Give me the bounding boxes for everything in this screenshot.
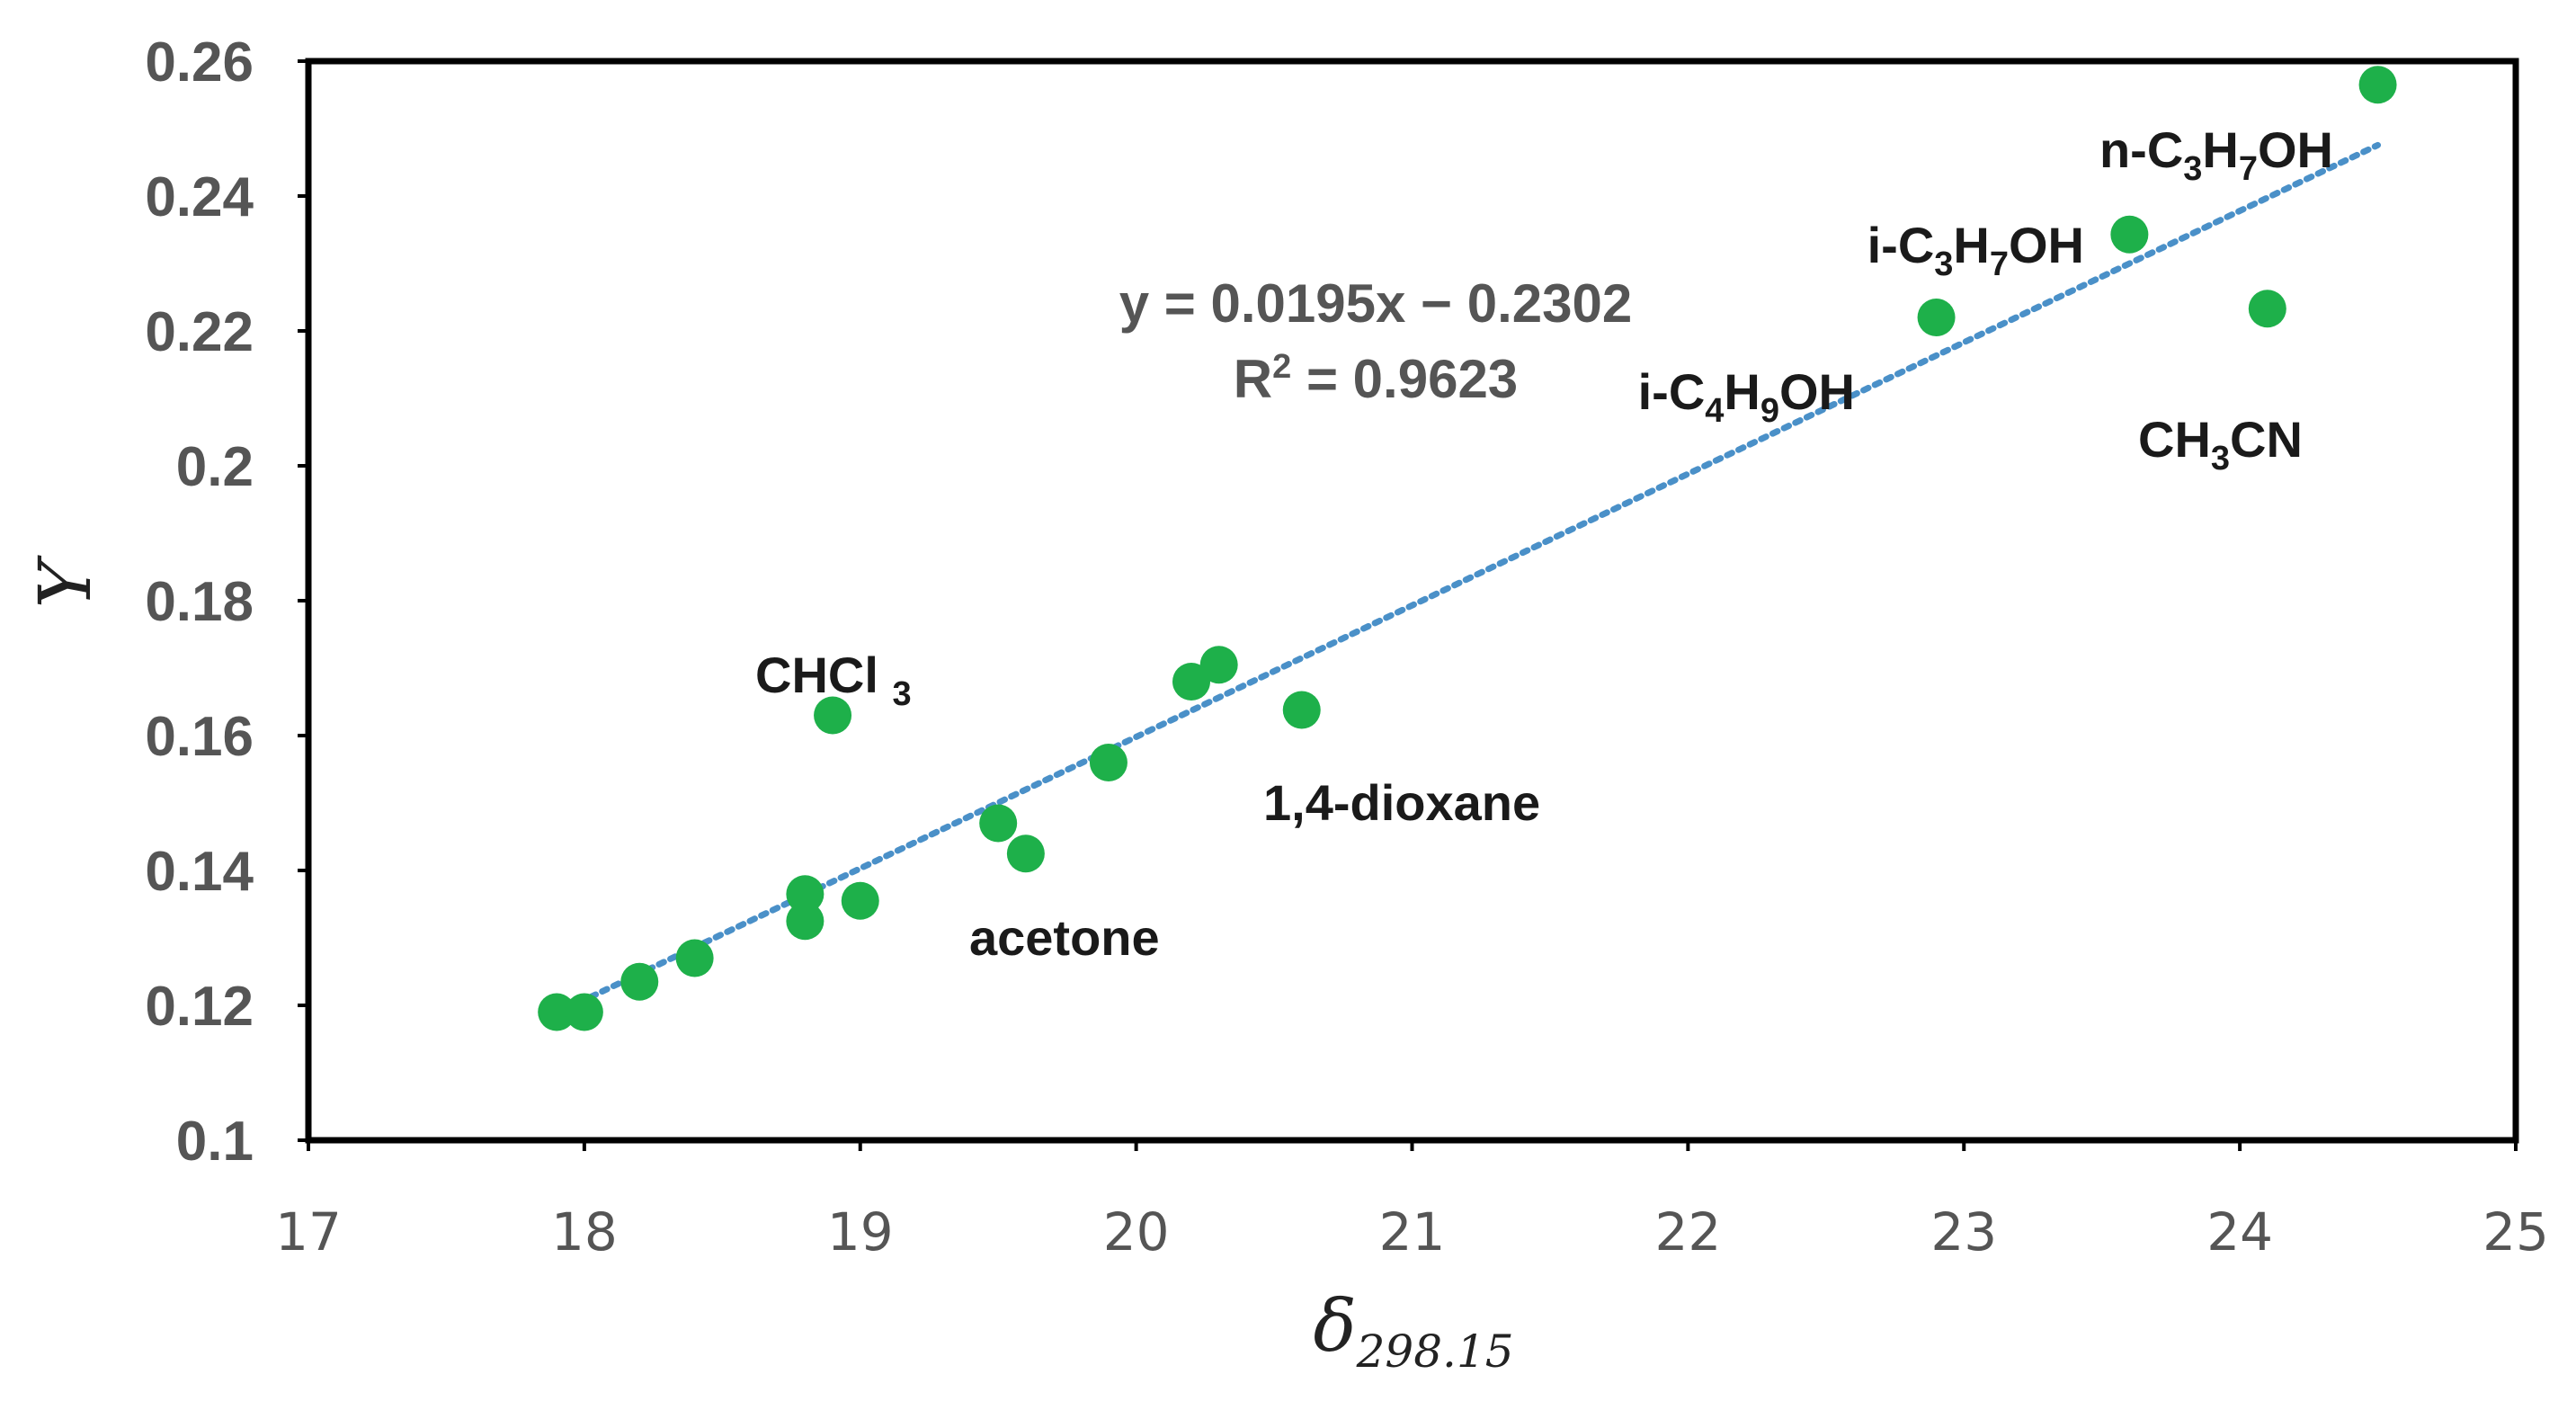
x-axis-ticks: 17 18 19 20 21 22 23 24 25 (275, 1140, 2549, 1263)
data-point (1199, 646, 1238, 684)
point-label-part: 3 (1934, 245, 1953, 283)
point-label-part: H (2202, 121, 2238, 178)
x-axis-title-symbol: δ (1313, 1284, 1356, 1368)
y-axis-ticks: 0.1 0.12 0.14 0.16 0.18 0.2 0.22 0.24 0.26 (145, 31, 308, 1173)
y-tick-label: 0.1 (176, 1111, 254, 1173)
point-label-part: OH (2258, 121, 2333, 178)
y-tick-label: 0.12 (145, 976, 254, 1038)
trendline-r-squared: R2 = 0.9623 (1234, 348, 1518, 409)
y-axis-title: Y (23, 554, 107, 608)
point-label-part: 3 (892, 675, 911, 713)
data-point (786, 902, 824, 941)
point-label-part: i-C (1638, 363, 1706, 420)
point-label-part: OH (2009, 217, 2084, 273)
point-label-part: i-C (1867, 217, 1935, 273)
x-tick-label: 21 (1379, 1201, 1446, 1263)
r-squared-symbol: R (1234, 349, 1272, 409)
point-label-part: H (1953, 217, 1989, 273)
x-tick-label: 24 (2206, 1201, 2273, 1263)
point-label-part: CN (2230, 411, 2303, 468)
y-tick-label: 0.22 (145, 301, 254, 363)
data-point (814, 696, 852, 735)
point-label-part: H (1724, 363, 1760, 420)
data-point (1917, 299, 1956, 336)
y-tick-label: 0.24 (145, 166, 254, 228)
y-tick-label: 0.26 (145, 31, 254, 94)
data-point (675, 939, 714, 977)
trendline-equation: y = 0.0195x − 0.2302 (1119, 273, 1633, 334)
point-label-i-butanol: i-C4H9OH (1638, 363, 1855, 430)
y-tick-label: 0.2 (176, 436, 254, 498)
trendline (553, 141, 2382, 1017)
x-tick-label: 25 (2482, 1201, 2549, 1263)
x-axis-title: δ298.15 (1313, 1284, 1513, 1378)
point-label-acetonitrile: CH3CN (2138, 411, 2303, 477)
point-label-i-propanol: i-C3H7OH (1867, 217, 2084, 283)
point-label-part: OH (1779, 363, 1855, 420)
data-point (979, 804, 1018, 843)
data-point (620, 962, 659, 1001)
data-point (1282, 691, 1321, 729)
point-label-n-propanol: n-C3H7OH (2099, 121, 2333, 188)
x-tick-label: 20 (1103, 1201, 1170, 1263)
point-label-chloroform: CHCl 3 (755, 647, 912, 713)
data-point (565, 993, 603, 1031)
point-label-part: CH (2138, 411, 2211, 468)
point-label-dioxane: 1,4-dioxane (1263, 774, 1540, 831)
point-label-part: 7 (1990, 245, 2009, 283)
r-squared-superscript: 2 (1272, 348, 1291, 386)
point-label-part: 4 (1705, 392, 1724, 430)
x-tick-label: 18 (551, 1201, 618, 1263)
x-tick-label: 19 (827, 1201, 894, 1263)
data-point (538, 993, 576, 1031)
point-label-acetone: acetone (969, 909, 1160, 966)
y-tick-label: 0.14 (145, 841, 254, 903)
point-label-part: n-C (2099, 121, 2183, 178)
data-point (1089, 744, 1128, 781)
data-point (786, 875, 824, 914)
x-tick-label: 17 (275, 1201, 342, 1263)
data-point (2110, 215, 2149, 254)
data-point (1172, 663, 1210, 701)
data-points (538, 66, 2397, 1031)
data-point (2248, 290, 2286, 328)
point-label-part: 3 (2183, 150, 2202, 188)
x-tick-label: 23 (1930, 1201, 1997, 1263)
point-label-part: CHCl (755, 647, 892, 703)
point-label-part: acetone (969, 909, 1160, 966)
r-squared-value: = 0.9623 (1291, 349, 1518, 409)
y-tick-label: 0.16 (145, 706, 254, 768)
data-point (2358, 66, 2397, 104)
point-label-part: 3 (2211, 440, 2230, 477)
point-label-part: 7 (2239, 150, 2258, 188)
data-point (1006, 834, 1045, 873)
point-label-part: 1,4-dioxane (1263, 774, 1540, 831)
x-axis-title-subscript: 298.15 (1356, 1325, 1514, 1378)
point-label-part: 9 (1760, 392, 1779, 430)
data-point (841, 881, 879, 920)
x-tick-label: 22 (1654, 1201, 1721, 1263)
y-tick-label: 0.18 (145, 571, 254, 633)
